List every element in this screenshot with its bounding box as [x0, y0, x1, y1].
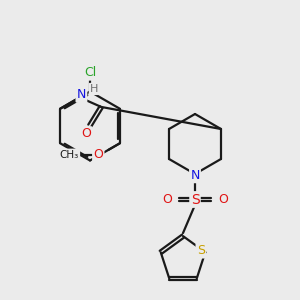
Text: CH₃: CH₃ [60, 150, 79, 160]
Text: O: O [81, 128, 91, 140]
Text: O: O [218, 193, 228, 206]
Text: N: N [190, 169, 200, 182]
Text: H: H [90, 84, 98, 94]
Text: O: O [93, 148, 103, 161]
Text: N: N [77, 88, 86, 101]
Text: Cl: Cl [84, 66, 96, 80]
Text: S: S [190, 193, 200, 206]
Text: O: O [162, 193, 172, 206]
Text: S: S [197, 244, 205, 257]
